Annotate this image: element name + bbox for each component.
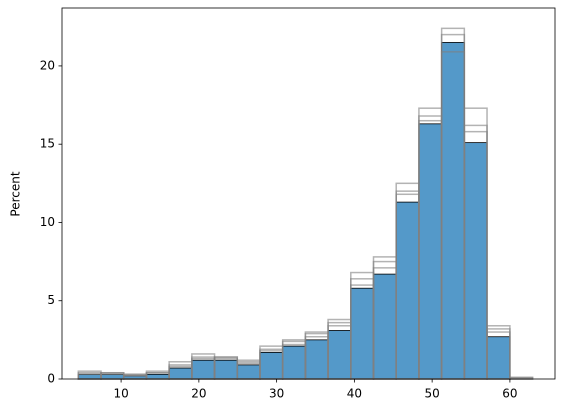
bar [373,273,397,380]
x-tick-label: 40 [347,387,362,401]
bar [214,359,238,380]
x-tick-label: 50 [424,387,439,401]
y-tick-label: 0 [47,372,55,386]
bar [350,287,374,380]
bar [168,367,193,380]
bar [259,351,284,380]
bar [304,339,329,380]
y-tick-label: 20 [40,58,55,72]
bar [395,201,420,380]
y-tick-label: 15 [40,137,55,151]
y-axis-label: Percent [9,171,23,216]
bar [441,42,465,380]
bar [463,142,488,380]
x-tick-label: 20 [191,387,206,401]
plot-frame [61,7,556,380]
x-tick-label: 30 [269,387,284,401]
bar [282,345,306,380]
y-tick-label: 10 [40,215,55,229]
y-tick-label: 5 [47,293,55,307]
x-tick-label: 10 [113,387,128,401]
bar [191,359,215,380]
bar [236,364,261,380]
bar [327,330,352,380]
bar [486,336,511,380]
bar [418,123,443,380]
x-tick-label: 60 [502,387,517,401]
